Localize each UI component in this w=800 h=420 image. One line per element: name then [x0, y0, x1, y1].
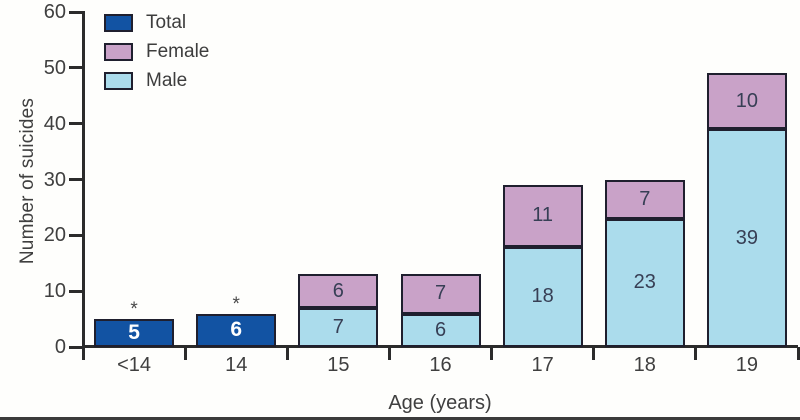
bar-segment-male: 18: [502, 246, 583, 347]
bar-segment-male: 6: [400, 313, 481, 347]
x-tick-mark: [285, 347, 289, 360]
legend: Total Female Male: [104, 8, 209, 95]
x-tick-mark: [592, 347, 596, 360]
x-tick-mark: [81, 347, 85, 360]
y-tick-label: 20: [43, 224, 66, 247]
significance-asterisk: *: [232, 293, 240, 315]
bar-segment-female: 7: [400, 274, 481, 314]
y-tick-mark: [69, 289, 82, 293]
x-tick-label: 16: [429, 354, 452, 376]
bar-segment-male: 39: [706, 129, 787, 347]
x-tick-label: 19: [735, 354, 759, 376]
x-tick-label: 17: [531, 354, 554, 376]
y-tick-mark: [69, 233, 82, 237]
legend-item-female: Female: [104, 37, 209, 66]
y-tick-label: 30: [43, 168, 66, 191]
legend-label-female: Female: [146, 40, 210, 62]
y-tick-mark: [69, 178, 82, 181]
x-tick-mark: [490, 347, 494, 360]
legend-label-male: Male: [146, 69, 188, 91]
legend-item-total: Total: [104, 8, 209, 37]
legend-item-male: Male: [104, 66, 209, 95]
x-tick-label: 14: [225, 354, 248, 376]
y-tick-label: 50: [43, 56, 66, 79]
x-tick-label: 15: [327, 354, 350, 376]
x-tick-label: <14: [117, 354, 152, 376]
x-axis-title: Age (years): [388, 392, 492, 414]
legend-swatch-female: [104, 42, 133, 61]
x-tick-mark: [387, 347, 391, 360]
y-tick-mark: [69, 66, 82, 70]
legend-swatch-male: [104, 71, 133, 90]
x-tick-mark: [694, 347, 698, 360]
bar-segment-female: 7: [604, 179, 685, 219]
legend-swatch-total: [104, 13, 133, 32]
bar-segment-male: 23: [604, 218, 685, 347]
significance-asterisk: *: [130, 299, 138, 321]
y-tick-mark: [69, 122, 82, 126]
y-tick-label: 10: [43, 280, 66, 303]
x-tick-label: 18: [633, 354, 656, 376]
y-tick-mark: [69, 345, 82, 349]
bar-segment-male: 7: [298, 307, 379, 347]
x-tick-mark: [183, 347, 187, 360]
y-tick-label: 40: [43, 112, 66, 135]
y-tick-mark: [69, 10, 82, 14]
figure-bottom-rule: [0, 417, 800, 420]
bar-segment-female: 11: [502, 185, 583, 247]
legend-label-total: Total: [146, 11, 187, 33]
bar-segment-female: 6: [298, 274, 379, 308]
bar-segment-female: 10: [706, 73, 787, 130]
bar-segment-total: 5: [94, 319, 175, 347]
bar-segment-total: 6: [196, 313, 277, 347]
y-tick-label: 0: [54, 336, 66, 358]
y-tick-label: 60: [43, 1, 66, 23]
x-tick-mark: [796, 347, 800, 360]
y-axis-line: [82, 11, 85, 359]
